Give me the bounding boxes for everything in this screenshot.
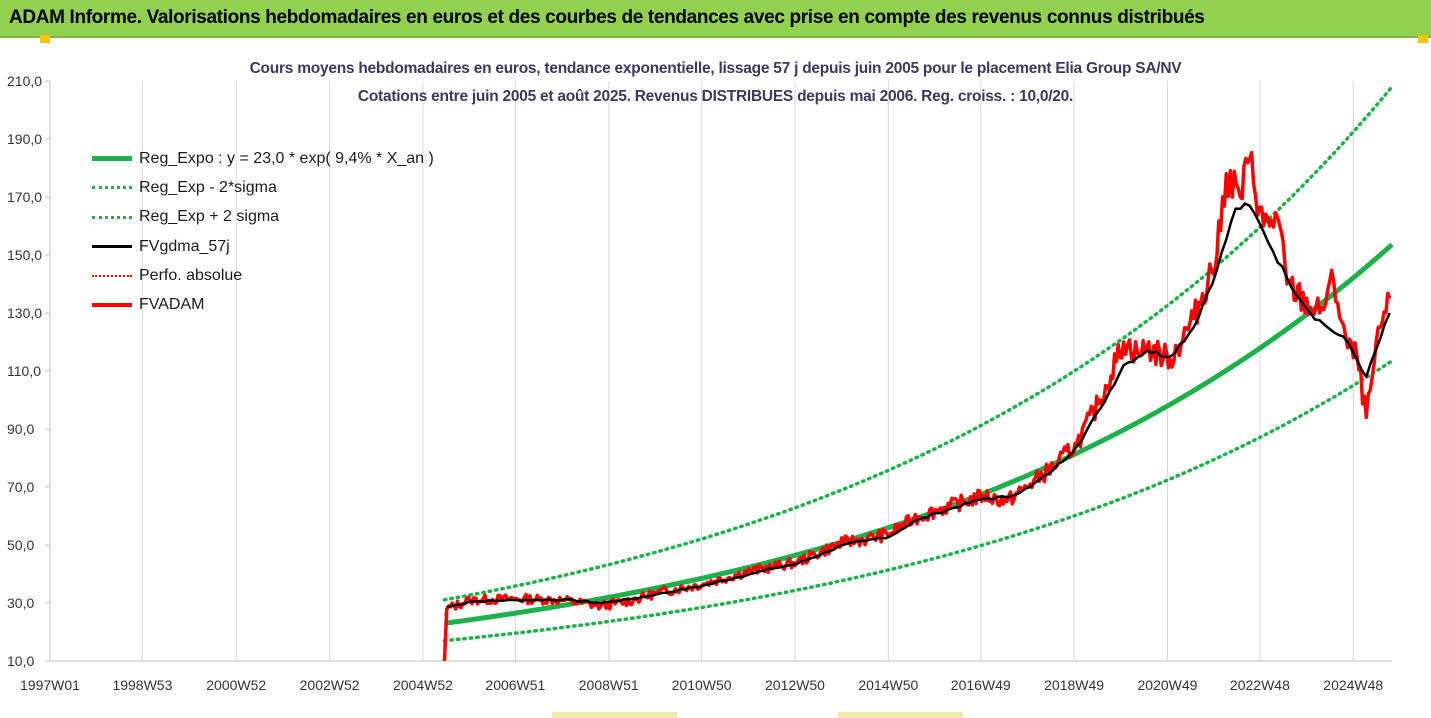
x-tick-label: 2000W52 [206,677,266,693]
chart-title: Cours moyens hebdomadaires en euros, ten… [249,60,1182,77]
legend-item-fvadam: FVADAM [92,290,434,319]
y-tick-label: 110,0 [7,363,41,379]
x-tick-label: 2022W48 [1230,677,1290,693]
series-fvgdma-57j [446,202,1391,609]
x-tick-label: 2010W50 [672,677,732,693]
x-tick-label: 2014W50 [858,677,918,693]
legend-item-fvgdma: FVgdma_57j [92,232,434,261]
tick-labels: 1997W01 1998W53 2000W52 2002W52 2004W52 2006W… [7,73,1383,693]
chart-subtitle: Cotations entre juin 2005 et août 2025. … [357,88,1074,105]
x-tick-label: 2006W51 [485,677,545,693]
y-tick-label: 210,0 [7,73,42,89]
bottom-strip-left [552,712,677,718]
series-lines [442,85,1394,662]
report-banner: ADAM Informe. Valorisations hebdomadaire… [0,0,1431,38]
series-reg-expo [444,242,1394,626]
legend-label-reg-exp-minus: Reg_Exp - 2*sigma [139,178,277,196]
corner-marker-left [40,35,50,43]
legend-swatch-fvadam [92,303,132,308]
report-title: ADAM Informe. Valorisations hebdomadaire… [9,7,1205,28]
y-tick-label: 190,0 [7,131,42,147]
y-tick-label: 10,0 [7,653,34,669]
chart-area: 1997W01 1998W53 2000W52 2002W52 2004W52 2006W… [7,73,1394,693]
legend-swatch-reg-exp-plus [92,215,132,219]
y-tick-label: 70,0 [7,479,34,495]
axes [45,80,1392,662]
y-tick-label: 170,0 [7,189,42,205]
series-fvadam [442,150,1392,662]
legend-label-reg-expo: Reg_Expo : y = 23,0 * exp( 9,4% * X_an ) [139,149,434,167]
x-tick-label: 2024W48 [1323,677,1383,693]
x-tick-label: 2020W49 [1138,677,1198,693]
y-tick-label: 90,0 [7,421,34,437]
legend-swatch-reg-expo [92,156,132,162]
x-tick-label: 2018W49 [1044,677,1104,693]
x-tick-label: 1997W01 [20,677,80,693]
legend-swatch-perfo-absolue [92,274,132,277]
grid-lines [49,81,1354,661]
legend-item-reg-exp-minus: Reg_Exp - 2*sigma [92,173,434,202]
legend-label-perfo-absolue: Perfo. absolue [139,266,243,284]
series-reg-exp-minus-2sigma [442,359,1394,643]
series-perfo-absolue [443,151,1391,615]
series-reg-exp-plus-2sigma [442,85,1394,602]
legend-item-perfo-absolue: Perfo. absolue [92,261,434,290]
bottom-strip-right [838,712,963,718]
legend-label-fvgdma: FVgdma_57j [139,237,230,255]
legend-item-reg-exp-plus: Reg_Exp + 2 sigma [92,203,434,232]
y-tick-label: 50,0 [7,537,34,553]
legend-label-reg-exp-plus: Reg_Exp + 2 sigma [139,208,280,226]
x-tick-label: 1998W53 [112,677,172,693]
legend-item-reg-expo: Reg_Expo : y = 23,0 * exp( 9,4% * X_an ) [92,144,434,173]
y-tick-label: 150,0 [7,247,42,263]
x-tick-label: 2004W52 [393,677,453,693]
y-tick-label: 130,0 [7,305,42,321]
corner-marker-right [1418,35,1428,43]
x-tick-label: 2002W52 [300,677,360,693]
legend-swatch-fvgdma [92,245,132,249]
chart-legend: Reg_Expo : y = 23,0 * exp( 9,4% * X_an )… [92,144,434,320]
legend-label-fvadam: FVADAM [139,296,205,314]
x-tick-label: 2016W49 [951,677,1011,693]
x-tick-label: 2012W50 [765,677,825,693]
legend-swatch-reg-exp-minus [92,186,132,190]
y-tick-label: 30,0 [7,595,34,611]
x-tick-label: 2008W51 [579,677,639,693]
